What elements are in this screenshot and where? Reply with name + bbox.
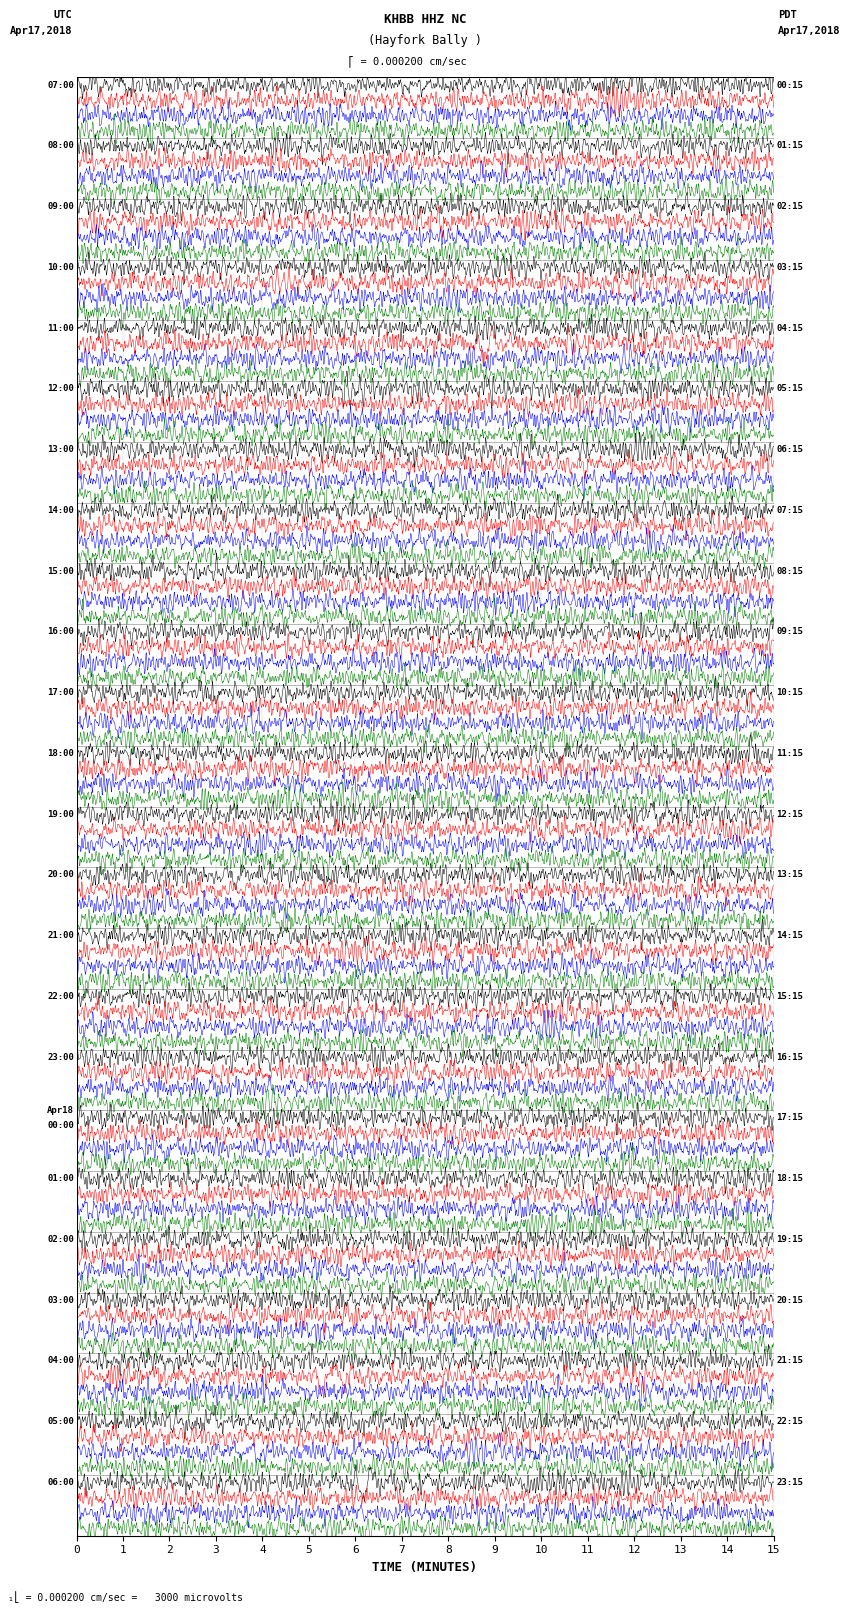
Text: Apr17,2018: Apr17,2018 (9, 26, 72, 35)
Text: 00:15: 00:15 (776, 81, 803, 89)
Text: 06:15: 06:15 (776, 445, 803, 453)
Text: 05:00: 05:00 (47, 1418, 74, 1426)
Text: 14:15: 14:15 (776, 931, 803, 940)
Text: 16:15: 16:15 (776, 1053, 803, 1061)
Text: 10:15: 10:15 (776, 689, 803, 697)
Text: 18:15: 18:15 (776, 1174, 803, 1182)
Text: PDT: PDT (778, 10, 796, 19)
Text: 12:00: 12:00 (47, 384, 74, 394)
Text: Apr17,2018: Apr17,2018 (778, 26, 841, 35)
Text: 22:00: 22:00 (47, 992, 74, 1000)
Text: 20:00: 20:00 (47, 871, 74, 879)
Text: ⎡ = 0.000200 cm/sec: ⎡ = 0.000200 cm/sec (348, 55, 468, 66)
X-axis label: TIME (MINUTES): TIME (MINUTES) (372, 1561, 478, 1574)
Text: 13:00: 13:00 (47, 445, 74, 453)
Text: 10:00: 10:00 (47, 263, 74, 271)
Text: 08:00: 08:00 (47, 142, 74, 150)
Text: (Hayfork Bally ): (Hayfork Bally ) (368, 34, 482, 47)
Text: 20:15: 20:15 (776, 1295, 803, 1305)
Text: 21:15: 21:15 (776, 1357, 803, 1365)
Text: 07:15: 07:15 (776, 506, 803, 515)
Text: 05:15: 05:15 (776, 384, 803, 394)
Text: 03:00: 03:00 (47, 1295, 74, 1305)
Text: KHBB HHZ NC: KHBB HHZ NC (383, 13, 467, 26)
Text: 19:00: 19:00 (47, 810, 74, 818)
Text: 09:15: 09:15 (776, 627, 803, 636)
Text: 01:00: 01:00 (47, 1174, 74, 1182)
Text: 01:15: 01:15 (776, 142, 803, 150)
Text: 23:15: 23:15 (776, 1478, 803, 1487)
Text: 07:00: 07:00 (47, 81, 74, 89)
Text: 15:00: 15:00 (47, 566, 74, 576)
Text: 11:15: 11:15 (776, 748, 803, 758)
Text: 04:00: 04:00 (47, 1357, 74, 1365)
Text: 12:15: 12:15 (776, 810, 803, 818)
Text: 00:00: 00:00 (47, 1121, 74, 1131)
Text: 17:15: 17:15 (776, 1113, 803, 1123)
Text: 09:00: 09:00 (47, 202, 74, 211)
Text: 06:00: 06:00 (47, 1478, 74, 1487)
Text: 02:00: 02:00 (47, 1236, 74, 1244)
Text: 03:15: 03:15 (776, 263, 803, 271)
Text: 11:00: 11:00 (47, 324, 74, 332)
Text: 23:00: 23:00 (47, 1053, 74, 1061)
Text: 14:00: 14:00 (47, 506, 74, 515)
Text: 18:00: 18:00 (47, 748, 74, 758)
Text: ₁⎣ = 0.000200 cm/sec =   3000 microvolts: ₁⎣ = 0.000200 cm/sec = 3000 microvolts (8, 1592, 243, 1603)
Text: 17:00: 17:00 (47, 689, 74, 697)
Text: 13:15: 13:15 (776, 871, 803, 879)
Text: 22:15: 22:15 (776, 1418, 803, 1426)
Text: 16:00: 16:00 (47, 627, 74, 636)
Text: 04:15: 04:15 (776, 324, 803, 332)
Text: UTC: UTC (54, 10, 72, 19)
Text: Apr18: Apr18 (47, 1105, 74, 1115)
Text: 21:00: 21:00 (47, 931, 74, 940)
Text: 08:15: 08:15 (776, 566, 803, 576)
Text: 19:15: 19:15 (776, 1236, 803, 1244)
Text: 15:15: 15:15 (776, 992, 803, 1000)
Text: 02:15: 02:15 (776, 202, 803, 211)
